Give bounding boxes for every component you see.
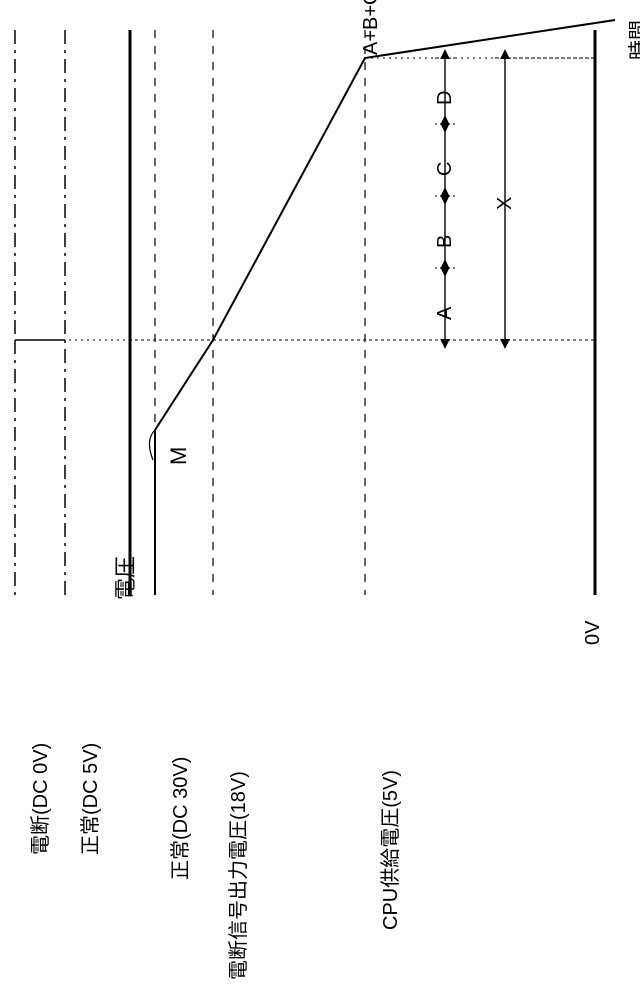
- level-cutoff-label: 電断信号出力電圧(18V): [222, 771, 251, 980]
- level-zero-label: 0V: [582, 621, 605, 645]
- level-cpu-label: CPU供給電圧(5V): [374, 770, 403, 930]
- segment-label-c: C: [434, 162, 457, 176]
- segment-label-a: A: [434, 307, 457, 320]
- span-label-x: X: [494, 197, 517, 210]
- level-normal-label: 正常(DC 30V): [164, 757, 193, 880]
- segment-label-b: B: [434, 235, 457, 248]
- segment-label-d: D: [434, 91, 457, 105]
- x-axis-label: 時間: [622, 20, 640, 60]
- lower-normal-label: 正常(DC 5V): [74, 743, 103, 855]
- y-axis-label: 電圧: [108, 556, 140, 600]
- inequality-label: A+B+C+D<X: [360, 0, 383, 55]
- curve-label-m: M: [166, 447, 192, 465]
- lower-cut-label: 電断(DC 0V): [24, 743, 53, 855]
- diagram-root: 電圧 時間 正常(DC 30V) 電断信号出力電圧(18V) CPU供給電圧(5…: [0, 0, 640, 1005]
